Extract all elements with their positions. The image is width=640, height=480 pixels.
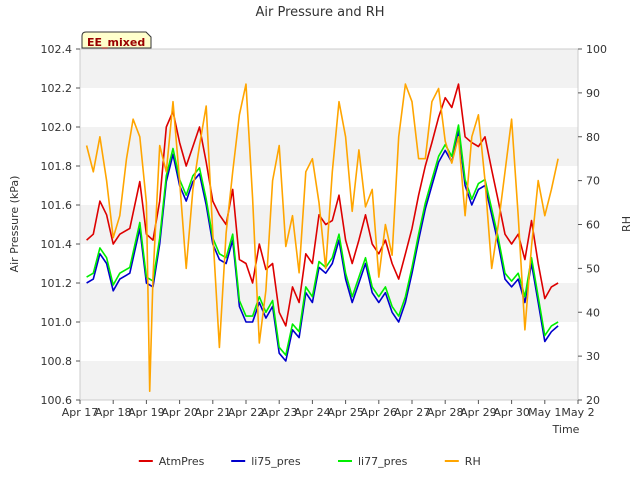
y-axis-label: Air Pressure (kPa) bbox=[8, 176, 21, 273]
y2-tick-label: 20 bbox=[586, 394, 600, 407]
y2-tick-label: 100 bbox=[586, 43, 607, 56]
y2-axis-label: RH bbox=[620, 216, 633, 232]
y2-tick-label: 50 bbox=[586, 262, 600, 275]
x-tick-label: Apr 19 bbox=[128, 406, 165, 419]
y-tick-label: 100.8 bbox=[41, 355, 73, 368]
y-tick-label: 101.8 bbox=[41, 160, 73, 173]
y2-tick-label: 40 bbox=[586, 306, 600, 319]
y2-tick-label: 30 bbox=[586, 350, 600, 363]
x-tick-label: Apr 29 bbox=[460, 406, 497, 419]
x-tick-label: Apr 20 bbox=[161, 406, 198, 419]
y-axis-left: 100.6 100.8 101.0 101.2 101.4 101.6 101.8 102.0… bbox=[41, 43, 80, 407]
grid-band bbox=[80, 127, 578, 166]
y-tick-label: 102.0 bbox=[41, 121, 73, 134]
series-layer bbox=[85, 83, 559, 392]
x-tick-label: May 1 bbox=[528, 406, 561, 419]
legend-label-li77-pres: li77_pres bbox=[358, 455, 408, 468]
legend-label-rh: RH bbox=[465, 455, 481, 468]
x-tick-label: Apr 23 bbox=[261, 406, 298, 419]
site-badge-box bbox=[81, 31, 152, 49]
x-tick-label: Apr 25 bbox=[327, 406, 364, 419]
x-tick-label: May 2 bbox=[561, 406, 594, 419]
x-tick-label: Apr 21 bbox=[195, 406, 232, 419]
y2-tick-label: 80 bbox=[586, 131, 600, 144]
chart-title: Air Pressure and RH bbox=[255, 5, 384, 20]
site-badge-label: EE_mixed bbox=[87, 36, 145, 49]
x-tick-label: Apr 27 bbox=[394, 406, 431, 419]
x-tick-label: Apr 28 bbox=[427, 406, 464, 419]
x-axis-label: Time bbox=[552, 423, 580, 436]
series-line-rh bbox=[85, 83, 559, 392]
x-tick-label: Apr 26 bbox=[361, 406, 398, 419]
y-tick-label: 101.6 bbox=[41, 199, 73, 212]
y2-tick-label: 70 bbox=[586, 175, 600, 188]
series-line-li75-pres bbox=[86, 130, 559, 362]
y2-tick-label: 60 bbox=[586, 219, 600, 232]
x-tick-label: Apr 30 bbox=[493, 406, 530, 419]
y-axis-right: 20 30 40 50 60 70 80 90 100 bbox=[578, 43, 607, 407]
x-tick-label: Apr 18 bbox=[95, 406, 132, 419]
legend: AtmPres li75_pres li77_pres RH bbox=[138, 455, 481, 468]
x-tick-label: Apr 22 bbox=[228, 406, 265, 419]
y-tick-label: 100.6 bbox=[41, 394, 73, 407]
grid-band bbox=[80, 283, 578, 322]
y-tick-label: 102.2 bbox=[41, 82, 73, 95]
x-tick-label: Apr 17 bbox=[62, 406, 99, 419]
y-tick-label: 102.4 bbox=[41, 43, 73, 56]
grid-band bbox=[80, 361, 578, 400]
y-tick-label: 101.2 bbox=[41, 277, 73, 290]
legend-label-li75-pres: li75_pres bbox=[251, 455, 301, 468]
y-tick-label: 101.4 bbox=[41, 238, 73, 251]
site-badge: EE_mixed bbox=[81, 31, 152, 49]
legend-label-atmpres: AtmPres bbox=[159, 455, 205, 468]
x-tick-label: Apr 24 bbox=[294, 406, 331, 419]
grid-band bbox=[80, 49, 578, 88]
y2-tick-label: 90 bbox=[586, 87, 600, 100]
y-tick-label: 101.0 bbox=[41, 316, 73, 329]
